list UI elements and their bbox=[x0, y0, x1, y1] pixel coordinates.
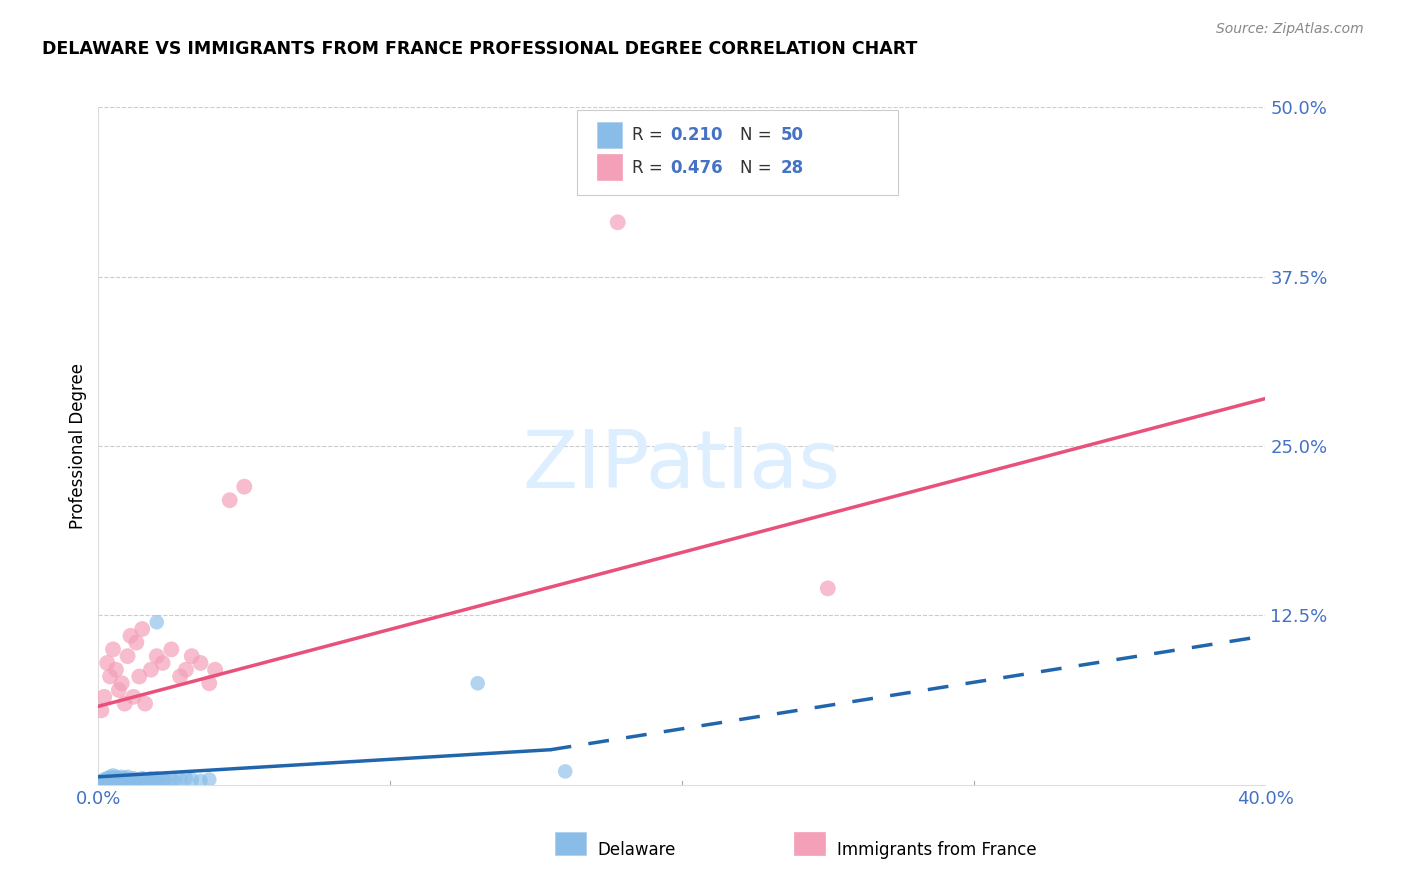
Point bbox=[180, 649, 202, 664]
Point bbox=[96, 656, 118, 670]
Point bbox=[606, 215, 628, 229]
Point bbox=[169, 669, 191, 683]
FancyBboxPatch shape bbox=[576, 111, 898, 195]
Point bbox=[160, 642, 183, 657]
Text: 0.476: 0.476 bbox=[671, 159, 723, 177]
Point bbox=[117, 772, 139, 787]
Point bbox=[104, 663, 127, 677]
Point bbox=[101, 771, 124, 785]
Point bbox=[104, 770, 127, 784]
Point bbox=[163, 773, 186, 788]
Point bbox=[139, 663, 162, 677]
Text: Delaware: Delaware bbox=[598, 841, 676, 859]
Text: Source: ZipAtlas.com: Source: ZipAtlas.com bbox=[1216, 22, 1364, 37]
Point bbox=[146, 615, 169, 630]
Text: N =: N = bbox=[741, 126, 778, 144]
Point bbox=[198, 772, 221, 787]
Point bbox=[111, 775, 134, 789]
Text: N =: N = bbox=[741, 159, 778, 177]
FancyBboxPatch shape bbox=[596, 154, 623, 180]
Point bbox=[152, 656, 174, 670]
Point bbox=[98, 669, 121, 683]
Point bbox=[122, 690, 145, 704]
Point bbox=[467, 676, 489, 690]
Point bbox=[93, 775, 115, 789]
Point bbox=[98, 770, 121, 784]
Point bbox=[101, 642, 124, 657]
Text: Immigrants from France: Immigrants from France bbox=[837, 841, 1036, 859]
Point bbox=[142, 772, 165, 787]
Point bbox=[111, 676, 134, 690]
Point bbox=[146, 649, 169, 664]
Point bbox=[125, 635, 148, 649]
Point bbox=[180, 772, 202, 787]
Point bbox=[233, 480, 256, 494]
Point bbox=[139, 771, 162, 785]
Text: 0.210: 0.210 bbox=[671, 126, 723, 144]
Text: ZIPatlas: ZIPatlas bbox=[523, 427, 841, 506]
Point bbox=[111, 770, 134, 784]
Point bbox=[198, 676, 221, 690]
Point bbox=[136, 773, 159, 788]
Point bbox=[93, 772, 115, 787]
Point bbox=[98, 775, 121, 789]
Text: 50: 50 bbox=[782, 126, 804, 144]
Point bbox=[90, 776, 112, 790]
Point bbox=[96, 773, 118, 788]
Text: R =: R = bbox=[631, 159, 668, 177]
Point bbox=[125, 772, 148, 787]
Point bbox=[93, 690, 115, 704]
Point bbox=[120, 629, 142, 643]
Point bbox=[114, 697, 136, 711]
Point bbox=[554, 764, 576, 779]
Point bbox=[111, 772, 134, 787]
Point bbox=[117, 649, 139, 664]
Text: DELAWARE VS IMMIGRANTS FROM FRANCE PROFESSIONAL DEGREE CORRELATION CHART: DELAWARE VS IMMIGRANTS FROM FRANCE PROFE… bbox=[42, 40, 918, 58]
Point bbox=[204, 663, 226, 677]
Text: 28: 28 bbox=[782, 159, 804, 177]
Point bbox=[90, 773, 112, 788]
Point bbox=[101, 768, 124, 782]
Point bbox=[114, 773, 136, 788]
Point bbox=[174, 663, 197, 677]
Point bbox=[155, 773, 177, 788]
Point bbox=[114, 771, 136, 785]
Point bbox=[104, 772, 127, 787]
Text: R =: R = bbox=[631, 126, 668, 144]
Point bbox=[96, 771, 118, 785]
Point bbox=[190, 656, 212, 670]
Point bbox=[90, 703, 112, 717]
Point bbox=[104, 776, 127, 790]
Point bbox=[169, 772, 191, 787]
Point bbox=[134, 772, 156, 787]
Point bbox=[108, 773, 131, 788]
Point bbox=[98, 772, 121, 787]
Point bbox=[146, 771, 169, 785]
Point bbox=[117, 770, 139, 784]
Point bbox=[152, 772, 174, 787]
Point bbox=[128, 669, 150, 683]
Point bbox=[817, 582, 839, 596]
Point bbox=[190, 773, 212, 788]
Point bbox=[174, 771, 197, 785]
Point bbox=[108, 683, 131, 698]
Point bbox=[218, 493, 240, 508]
Point bbox=[160, 772, 183, 787]
Point bbox=[101, 773, 124, 788]
Point bbox=[134, 697, 156, 711]
Point bbox=[149, 773, 172, 788]
Y-axis label: Professional Degree: Professional Degree bbox=[69, 363, 87, 529]
Point bbox=[131, 776, 153, 790]
Point bbox=[131, 771, 153, 785]
FancyBboxPatch shape bbox=[596, 122, 623, 148]
Point bbox=[120, 773, 142, 788]
Point bbox=[131, 622, 153, 636]
Point bbox=[128, 773, 150, 788]
Point bbox=[93, 775, 115, 789]
Point bbox=[122, 771, 145, 785]
Point bbox=[108, 771, 131, 785]
Point bbox=[96, 776, 118, 790]
